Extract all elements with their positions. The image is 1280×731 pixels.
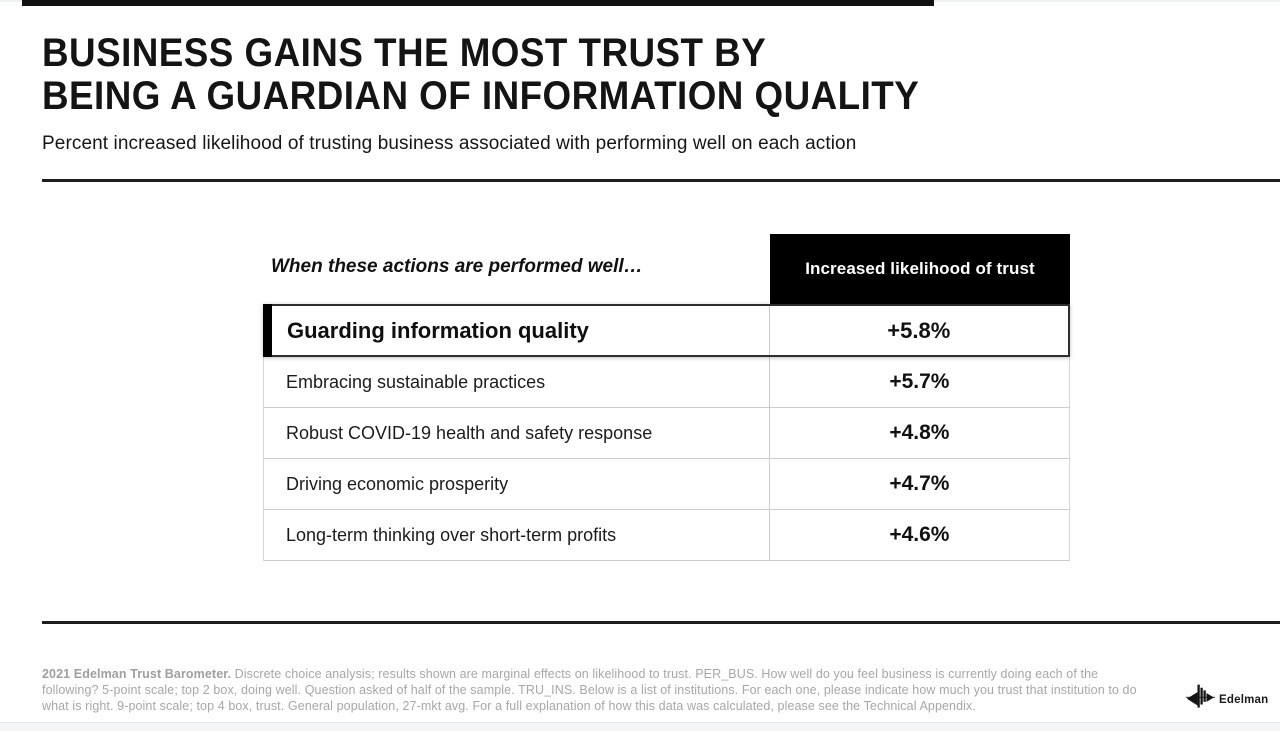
action-label: Embracing sustainable practices: [264, 357, 770, 407]
footnote: 2021 Edelman Trust Barometer. Discrete c…: [42, 666, 1152, 714]
slide-subtitle: Percent increased likelihood of trusting…: [42, 133, 857, 154]
edelman-logo: Edelman: [1186, 680, 1268, 719]
top-divider-rule: [42, 179, 1280, 182]
title-line-1: BUSINESS GAINS THE MOST TRUST BY: [42, 31, 767, 75]
trust-value: +4.7%: [889, 472, 950, 495]
action-label: Driving economic prosperity: [264, 459, 770, 509]
table-body: Guarding information quality +5.8% Embraci…: [263, 304, 1070, 561]
table-row-highlighted: Guarding information quality +5.8%: [263, 304, 1070, 357]
table-value-header: Increased likelihood of trust: [770, 234, 1070, 304]
table-row: Embracing sustainable practices +5.7%: [263, 357, 1070, 408]
slide-bottom-edge: [0, 722, 1280, 731]
table-row: Long-term thinking over short-term profi…: [263, 510, 1070, 561]
trust-value: +4.8%: [889, 421, 950, 444]
table-left-header: When these actions are performed well…: [271, 256, 643, 277]
action-label: Guarding information quality: [265, 306, 770, 355]
edelman-logo-icon: [1186, 680, 1216, 719]
edelman-logo-wordmark: Edelman: [1219, 693, 1269, 706]
action-label: Robust COVID-19 health and safety respon…: [264, 408, 770, 458]
table-header-row: When these actions are performed well… I…: [263, 234, 1070, 304]
trust-value: +4.6%: [889, 523, 950, 546]
footnote-text: Discrete choice analysis; results shown …: [42, 667, 1137, 713]
table-row: Driving economic prosperity +4.7%: [263, 459, 1070, 510]
footnote-source: 2021 Edelman Trust Barometer.: [42, 667, 232, 681]
bottom-divider-rule: [42, 621, 1280, 624]
trust-value: +5.8%: [887, 317, 951, 343]
top-accent-bar: [22, 0, 934, 6]
trust-table: When these actions are performed well… I…: [263, 234, 1070, 561]
action-label: Long-term thinking over short-term profi…: [264, 510, 770, 560]
table-row: Robust COVID-19 health and safety respon…: [263, 408, 1070, 459]
slide-title: BUSINESS GAINS THE MOST TRUST BY BEING A…: [42, 32, 919, 118]
trust-value: +5.7%: [889, 370, 950, 393]
title-line-2: BEING A GUARDIAN OF INFORMATION QUALITY: [42, 74, 920, 118]
